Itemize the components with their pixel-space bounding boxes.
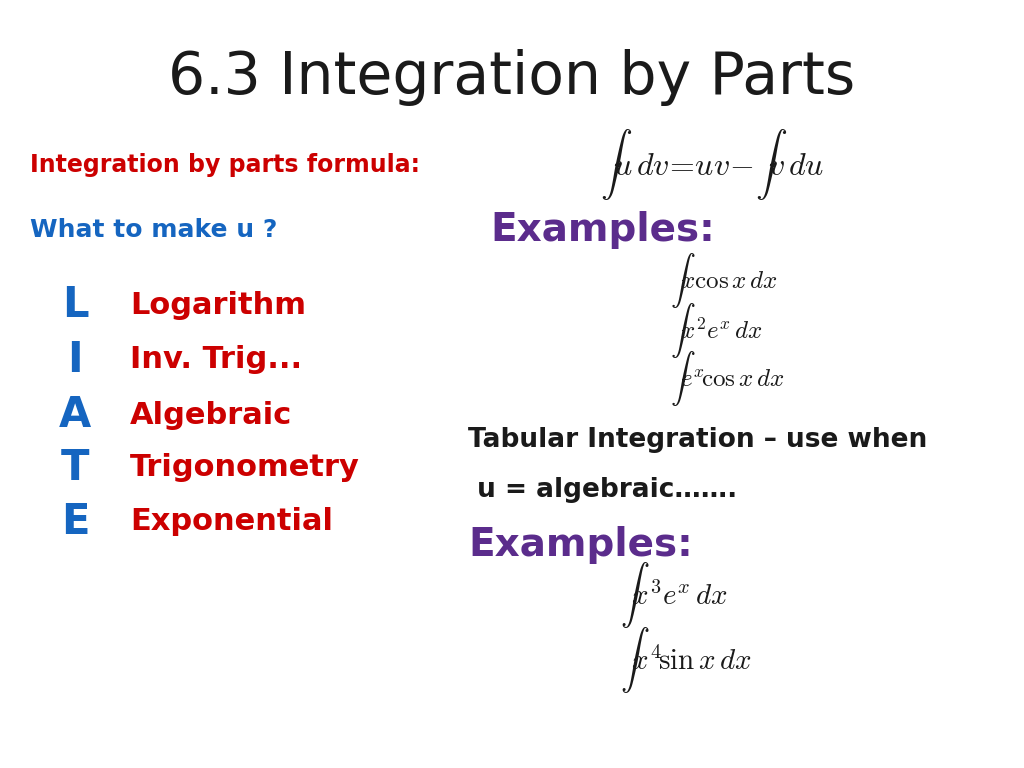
Text: $\int\!u\,dv\!=\!uv\!-\!\int\!v\,du$: $\int\!u\,dv\!=\!uv\!-\!\int\!v\,du$ bbox=[600, 127, 824, 203]
Text: u = algebraic…….: u = algebraic……. bbox=[468, 477, 737, 503]
Text: E: E bbox=[60, 501, 89, 543]
Text: Examples:: Examples: bbox=[468, 526, 693, 564]
Text: Logarithm: Logarithm bbox=[130, 290, 306, 319]
Text: T: T bbox=[60, 447, 89, 489]
Text: $\int\!e^x\!\cos x\,dx$: $\int\!e^x\!\cos x\,dx$ bbox=[670, 349, 784, 408]
Text: What to make u ?: What to make u ? bbox=[30, 218, 278, 242]
Text: Tabular Integration – use when: Tabular Integration – use when bbox=[468, 427, 928, 453]
Text: $\int\!x^3 e^x\,dx$: $\int\!x^3 e^x\,dx$ bbox=[620, 560, 728, 630]
Text: Exponential: Exponential bbox=[130, 508, 333, 537]
Text: Examples:: Examples: bbox=[490, 211, 715, 249]
Text: A: A bbox=[58, 394, 91, 436]
Text: I: I bbox=[68, 339, 83, 381]
Text: Algebraic: Algebraic bbox=[130, 400, 292, 429]
Text: $\int\!x^4\!\sin x\,dx$: $\int\!x^4\!\sin x\,dx$ bbox=[620, 625, 752, 695]
Text: L: L bbox=[61, 284, 88, 326]
Text: $\int\!x^2 e^x\,dx$: $\int\!x^2 e^x\,dx$ bbox=[670, 300, 763, 359]
Text: Inv. Trig...: Inv. Trig... bbox=[130, 346, 302, 375]
Text: $\int\!x\cos x\,dx$: $\int\!x\cos x\,dx$ bbox=[670, 250, 777, 310]
Text: Integration by parts formula:: Integration by parts formula: bbox=[30, 153, 420, 177]
Text: 6.3 Integration by Parts: 6.3 Integration by Parts bbox=[168, 49, 856, 107]
Text: Trigonometry: Trigonometry bbox=[130, 453, 359, 482]
